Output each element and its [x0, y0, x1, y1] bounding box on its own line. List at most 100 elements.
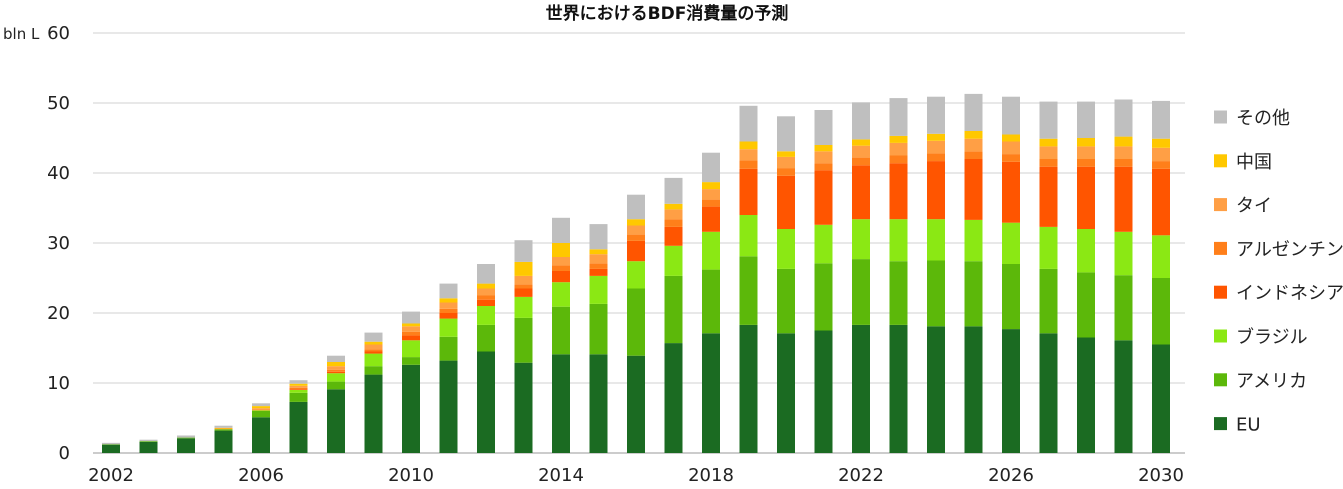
bar-segment [627, 194, 645, 220]
bar-segment [852, 219, 870, 260]
bar-segment [664, 219, 683, 227]
bar-segment [439, 298, 458, 303]
bar-segment [477, 283, 495, 289]
x-tick-label: 2010 [388, 465, 434, 485]
bar-segment [514, 284, 533, 289]
legend-label: アメリカ [1236, 371, 1307, 392]
legend-label: インドネシア [1236, 283, 1343, 304]
y-axis: 0 10 20 30 40 50 60 [47, 23, 70, 464]
x-tick-label: 2018 [688, 465, 734, 485]
bar-segment [402, 364, 420, 453]
bar-segment [327, 369, 345, 372]
bar-segment [1152, 138, 1170, 148]
bar-segment [889, 324, 908, 453]
bar-segment [139, 439, 158, 442]
bar-segment [102, 444, 120, 453]
bar-segment [739, 168, 758, 215]
bar-segment [777, 168, 795, 176]
bar-segment [327, 366, 345, 370]
bar-segment [439, 283, 458, 299]
bar-segment [627, 240, 645, 262]
y-tick-label: 10 [47, 373, 70, 394]
bar-segment [627, 225, 645, 235]
bar-segment [814, 110, 833, 145]
bar-segment [589, 263, 608, 269]
bar-segment [889, 98, 908, 136]
bar-segment [552, 257, 570, 266]
bar-segment [1152, 161, 1170, 169]
bar-segment [927, 219, 945, 261]
x-tick-label: 2006 [238, 465, 284, 485]
legend-label: タイ [1236, 196, 1272, 217]
legend-label: その他 [1236, 108, 1290, 129]
bar-segment [627, 261, 645, 289]
bar-segment [702, 206, 720, 232]
bar-segment [477, 288, 495, 296]
bar-segment [1152, 278, 1170, 345]
bar-segment [477, 295, 495, 300]
bar-segment [289, 385, 308, 388]
bar-segment [289, 387, 308, 390]
bar-segment [177, 438, 195, 453]
legend-label: ブラジル [1236, 326, 1308, 348]
bar-segment [739, 256, 758, 325]
bar-segment [1039, 138, 1058, 147]
bar-segment [627, 288, 645, 356]
bar-segment [852, 139, 870, 146]
x-axis: 2002 2006 2010 2014 2018 2022 2026 2030 [88, 465, 1184, 486]
bar-segment [777, 175, 795, 229]
bar-segment [739, 149, 758, 161]
bar-segment [327, 373, 345, 382]
bar-segment [664, 203, 683, 210]
bar-segment [139, 441, 158, 442]
bar-segment [402, 323, 420, 327]
bar-segment [1114, 340, 1133, 453]
bar-segment [852, 165, 870, 220]
bar-segment [814, 263, 833, 331]
bar-segment [777, 151, 795, 157]
bar-segment [589, 249, 608, 255]
bar-segment [552, 243, 570, 257]
bar-segment [702, 199, 720, 207]
bar-segment [552, 217, 570, 243]
bar-segment [327, 362, 345, 367]
bar-segment [1039, 159, 1058, 167]
bar-segment [927, 96, 945, 134]
bar-segment [664, 275, 683, 344]
bar-segment [814, 145, 833, 152]
chart-title: 世界におけるBDF消費量の予測 [546, 3, 789, 24]
bar-segment [739, 215, 758, 257]
bar-segment [964, 159, 983, 220]
bar-segment [1039, 146, 1058, 159]
y-tick-label: 0 [59, 443, 70, 464]
bar-segment [852, 157, 870, 166]
bar-segment [927, 140, 945, 154]
bar-segment [589, 303, 608, 355]
bar-segment [1002, 141, 1020, 155]
x-tick-label: 2014 [538, 465, 584, 485]
bar-segment [664, 245, 683, 276]
bar-segment [702, 182, 720, 190]
bar-segment [964, 138, 983, 152]
bar-segment [777, 268, 795, 334]
bar-segment [364, 341, 383, 345]
bar-segment [1077, 166, 1095, 229]
bar-segment [1114, 166, 1133, 232]
bar-segment [889, 155, 908, 164]
bars [102, 93, 1170, 453]
y-axis-unit-label: bln L [3, 25, 40, 43]
bar-segment [814, 224, 833, 264]
bar-segment [252, 411, 270, 418]
bar-segment [964, 151, 983, 159]
legend-swatch [1214, 373, 1227, 387]
bar-segment [702, 333, 720, 453]
bar-segment [664, 343, 683, 453]
bar-segment [214, 428, 233, 430]
bar-segment [1114, 99, 1133, 137]
bar-segment [814, 330, 833, 453]
bar-segment [477, 299, 495, 306]
bar-segment [1114, 159, 1133, 167]
bar-segment [1152, 235, 1170, 278]
bar-segment [927, 153, 945, 162]
